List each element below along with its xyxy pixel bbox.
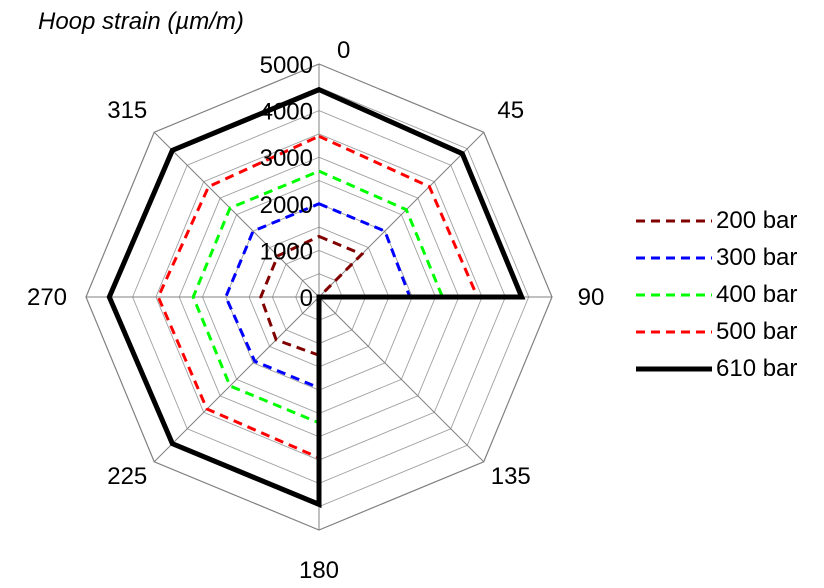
legend-swatch [636, 293, 712, 296]
legend-item: 610 bar [634, 350, 797, 387]
legend-item: 300 bar [634, 239, 797, 276]
angle-label: 315 [107, 97, 147, 124]
angle-labels: 0 45 90 135 180 225 270 315 [27, 37, 604, 584]
chart-title: Hoop strain (µm/m) [38, 8, 244, 35]
angle-label: 135 [491, 463, 531, 490]
legend-label: 200 bar [716, 206, 798, 234]
legend-swatch [636, 219, 712, 222]
angle-label: 45 [497, 97, 524, 124]
grid-spoke [153, 131, 320, 298]
radial-tick-label: 3000 [260, 145, 313, 172]
radial-tick-label: 5000 [260, 52, 313, 79]
radar-series [106, 86, 526, 509]
angle-label: 180 [299, 557, 339, 584]
radial-tick-label: 2000 [260, 192, 313, 219]
radial-tick-label: 4000 [260, 99, 313, 126]
angle-label: 90 [578, 284, 605, 311]
radial-tick-labels: 0 1000 2000 3000 4000 5000 [260, 52, 313, 312]
angle-label: 270 [27, 284, 67, 311]
series-line-610-bar [106, 86, 526, 509]
legend-swatch [636, 256, 712, 259]
radial-tick-label: 1000 [260, 238, 313, 265]
angle-label: 225 [107, 463, 147, 490]
radial-tick-label: 0 [300, 285, 313, 312]
grid-spoke [153, 296, 320, 463]
grid-spoke [318, 131, 485, 298]
series-line-200-bar [259, 234, 365, 358]
angle-label: 0 [337, 37, 350, 64]
legend-item: 200 bar [634, 202, 797, 239]
legend-label: 500 bar [716, 317, 798, 345]
legend-item: 500 bar [634, 313, 797, 350]
legend-label: 300 bar [716, 243, 798, 271]
grid-spoke [318, 296, 485, 463]
legend-swatch [636, 330, 712, 333]
legend-label: 400 bar [716, 280, 798, 308]
legend-swatch [636, 366, 712, 371]
legend: 200 bar 300 bar 400 bar 500 bar 610 bar [634, 202, 797, 387]
legend-label: 610 bar [716, 354, 798, 382]
legend-item: 400 bar [634, 276, 797, 313]
